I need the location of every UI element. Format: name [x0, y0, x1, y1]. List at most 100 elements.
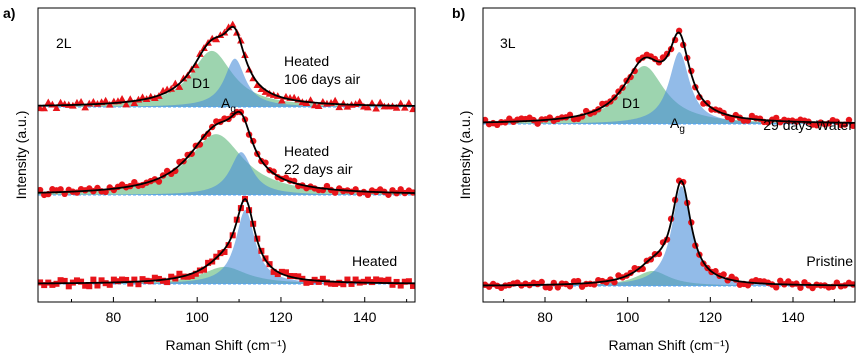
data-point: [797, 284, 804, 291]
data-point: [82, 282, 89, 289]
data-point: [409, 105, 415, 113]
panel-plot-area: [38, 20, 415, 290]
data-point: [319, 275, 326, 282]
data-point: [534, 120, 541, 127]
fit-line: [483, 31, 855, 124]
data-point: [212, 35, 221, 43]
data-point: [377, 277, 384, 284]
data-point: [331, 96, 339, 104]
data-point: [78, 278, 85, 285]
data-point: [56, 98, 65, 106]
panel-b: b) 80 100 120 140 3L Raman Shift (cm⁻¹) Int…: [452, 5, 856, 353]
data-point: [192, 270, 199, 277]
data-point: [393, 278, 400, 285]
data-point: [160, 277, 167, 284]
data-point: [332, 280, 339, 287]
data-point: [38, 279, 44, 286]
ag-component-fill: [38, 209, 415, 284]
data-point: [52, 104, 61, 111]
data-point: [98, 277, 105, 284]
data-point: [307, 278, 314, 285]
data-point: [188, 273, 195, 280]
x-tick-label: 120: [269, 309, 293, 325]
data-point: [175, 83, 184, 90]
data-point: [291, 273, 298, 280]
panel-b-label: b): [452, 5, 465, 21]
data-point: [720, 271, 727, 278]
data-point: [155, 178, 163, 185]
data-point: [130, 99, 139, 107]
data-point: [65, 283, 72, 290]
data-point: [101, 96, 110, 104]
data-point: [110, 276, 117, 283]
d1-label: D1: [192, 75, 210, 91]
data-point: [196, 50, 204, 57]
fit-line: [38, 110, 415, 194]
data-point: [131, 178, 138, 186]
data-point: [340, 281, 347, 288]
data-point: [323, 182, 331, 190]
data-point: [114, 278, 121, 285]
data-point: [364, 191, 372, 199]
data-point: [348, 280, 355, 287]
data-point: [122, 100, 130, 108]
data-point: [343, 102, 352, 110]
data-point: [278, 268, 285, 275]
panel-a-plot: [38, 20, 415, 290]
data-point: [253, 81, 262, 88]
panel-plot-area: [483, 27, 855, 292]
data-point: [221, 248, 228, 255]
panel-a-xticks: 80 100 120 140: [71, 297, 408, 325]
fit-line: [38, 198, 415, 285]
data-point: [176, 270, 183, 277]
data-point: [139, 276, 146, 283]
data-point: [355, 97, 364, 105]
data-point: [845, 116, 853, 124]
data-point: [323, 279, 330, 286]
data-point: [237, 36, 245, 44]
x-tick-label: 100: [185, 309, 209, 325]
data-point: [119, 276, 126, 283]
data-point: [772, 284, 780, 291]
trace-label-line: 22 days air: [284, 161, 353, 177]
trace-label-line: 106 days air: [284, 71, 361, 87]
trace-label: Pristine: [806, 253, 853, 269]
data-point: [364, 103, 372, 111]
fit-line: [38, 25, 415, 107]
data-point: [168, 273, 175, 280]
data-point: [131, 276, 138, 283]
x-tick-label: 120: [699, 309, 723, 325]
data-point: [81, 103, 89, 111]
trace-label-line: Heated: [352, 253, 397, 269]
data-point: [331, 189, 339, 196]
data-point: [86, 283, 93, 290]
data-point: [405, 278, 412, 285]
data-point: [728, 116, 735, 123]
data-point: [849, 122, 855, 130]
data-point: [389, 281, 396, 288]
ag-component-fill: [38, 58, 415, 107]
ag-label: Ag: [221, 95, 236, 115]
data-point: [409, 282, 415, 289]
data-point: [282, 269, 289, 276]
data-point: [106, 281, 113, 288]
x-tick-label: 140: [353, 309, 377, 325]
data-point: [397, 186, 404, 193]
data-point: [396, 99, 405, 107]
data-point: [44, 98, 53, 106]
panel-a-ylabel: Intensity (a.u.): [13, 111, 29, 200]
data-point: [135, 281, 142, 288]
d1-component-fill: [38, 134, 415, 195]
data-point: [314, 102, 323, 109]
d1-label: D1: [622, 95, 640, 111]
data-point: [94, 282, 101, 289]
panel-b-ylabel: Intensity (a.u.): [457, 111, 473, 200]
data-point: [376, 98, 385, 106]
data-point: [77, 98, 85, 105]
panel-b-layer-label: 3L: [500, 35, 516, 51]
data-point: [303, 279, 310, 286]
ag-component-fill: [38, 152, 415, 195]
data-point: [405, 99, 413, 106]
data-point: [772, 114, 780, 122]
ag-label: Ag: [670, 115, 685, 135]
